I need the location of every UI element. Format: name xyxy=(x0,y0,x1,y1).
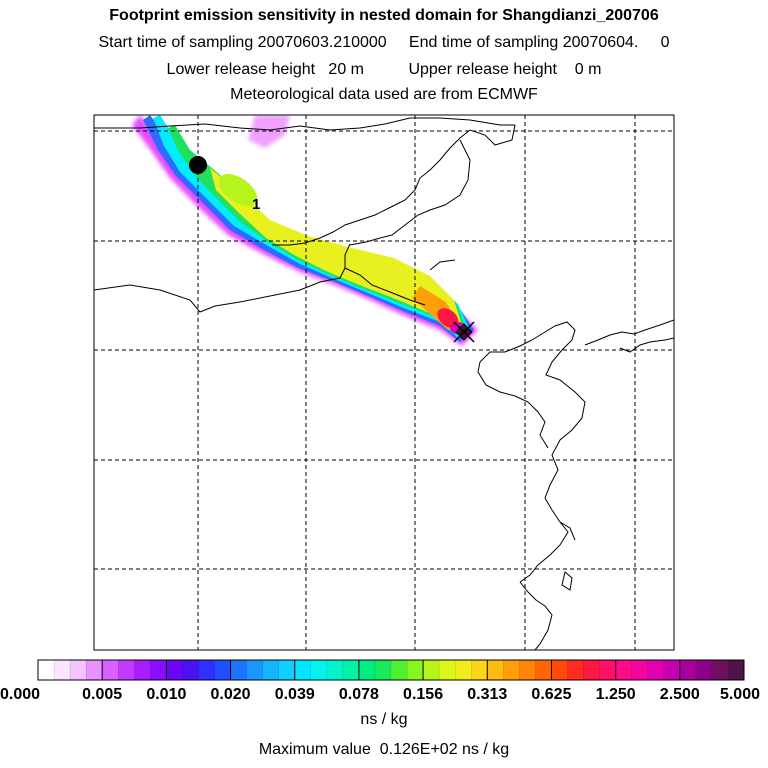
colorbar-cell xyxy=(198,660,215,680)
met-data-line: Meteorological data used are from ECMWF xyxy=(230,86,538,103)
colorbar-tick-label: 0.020 xyxy=(210,686,251,703)
map-frame xyxy=(93,114,675,651)
colorbar-cell xyxy=(54,660,71,680)
colorbar-cell xyxy=(118,660,135,680)
colorbar-cell xyxy=(407,660,424,680)
colorbar-tick-label: 0.005 xyxy=(82,686,123,703)
colorbar-tick-label: 5.000 xyxy=(719,686,760,703)
map-grid xyxy=(94,115,674,650)
release-height-line: Lower release height 20 m Upper release … xyxy=(166,61,602,78)
colorbar-cell xyxy=(727,660,745,680)
colorbar-cell xyxy=(455,660,472,680)
colorbar-cell xyxy=(262,660,280,680)
colorbar-cell xyxy=(230,660,248,680)
colorbar-frame xyxy=(37,659,745,681)
colorbar-cell xyxy=(631,660,649,680)
colorbar-cell xyxy=(310,660,328,680)
colorbar-tick-label: 2.500 xyxy=(659,686,700,703)
colorbar-tick-label: 0.156 xyxy=(403,686,444,703)
colorbar-cell xyxy=(214,660,232,680)
colorbar-cell xyxy=(503,660,520,680)
colorbar-cell xyxy=(86,660,103,680)
colorbar-cell xyxy=(711,660,729,680)
colorbar-cell xyxy=(599,660,617,680)
colorbar-cell xyxy=(38,660,55,680)
colorbar-cell xyxy=(471,660,488,680)
colorbar-tick-label: 0.000 xyxy=(0,686,41,703)
coastlines xyxy=(94,117,674,650)
colorbar-cell xyxy=(583,660,601,680)
colorbar-cell xyxy=(391,660,408,680)
colorbar-cell xyxy=(326,660,344,680)
colorbar-cell xyxy=(134,660,151,680)
plume-label: 1 xyxy=(252,196,260,213)
colorbar-cell xyxy=(551,660,568,680)
colorbar-cell xyxy=(102,660,119,680)
colorbar-cell xyxy=(423,660,440,680)
colorbar-cell xyxy=(647,660,665,680)
maximum-marker xyxy=(189,156,207,174)
chart-title: Footprint emission sensitivity in nested… xyxy=(109,7,659,24)
sampling-time-line: Start time of sampling 20070603.210000 E… xyxy=(98,34,670,51)
colorbar-cell xyxy=(278,660,296,680)
colorbar-cell xyxy=(246,660,264,680)
colorbar-cell xyxy=(70,660,87,680)
colorbar-tick-label: 0.625 xyxy=(531,686,572,703)
maximum-value-text: Maximum value 0.126E+02 ns / kg xyxy=(258,741,510,758)
colorbar-cell xyxy=(182,660,199,680)
colorbar-cell xyxy=(150,660,167,680)
colorbar-tick-label: 0.039 xyxy=(274,686,315,703)
colorbar-tick-label: 1.250 xyxy=(595,686,636,703)
colorbar-cell xyxy=(663,660,681,680)
colorbar-units: ns / kg xyxy=(360,711,408,728)
colorbar-cell xyxy=(439,660,456,680)
colorbar-cell xyxy=(374,660,392,680)
colorbar-cell xyxy=(358,660,376,680)
colorbar-cell xyxy=(342,660,360,680)
colorbar-cell xyxy=(166,660,183,680)
colorbar-cell xyxy=(615,660,633,680)
colorbar-cell xyxy=(679,660,697,680)
plume-layer-yellow xyxy=(210,168,462,330)
colorbar-cell xyxy=(519,660,536,680)
colorbar-tick-label: 0.313 xyxy=(467,686,508,703)
colorbar-tick-label: 0.078 xyxy=(338,686,379,703)
colorbar-cell xyxy=(567,660,585,680)
release-site-marker xyxy=(453,321,475,343)
colorbar-cell xyxy=(294,660,312,680)
colorbar-cell xyxy=(535,660,552,680)
colorbar-cell xyxy=(487,660,504,680)
colorbar-tick-label: 0.010 xyxy=(146,686,187,703)
colorbar-cell xyxy=(695,660,713,680)
